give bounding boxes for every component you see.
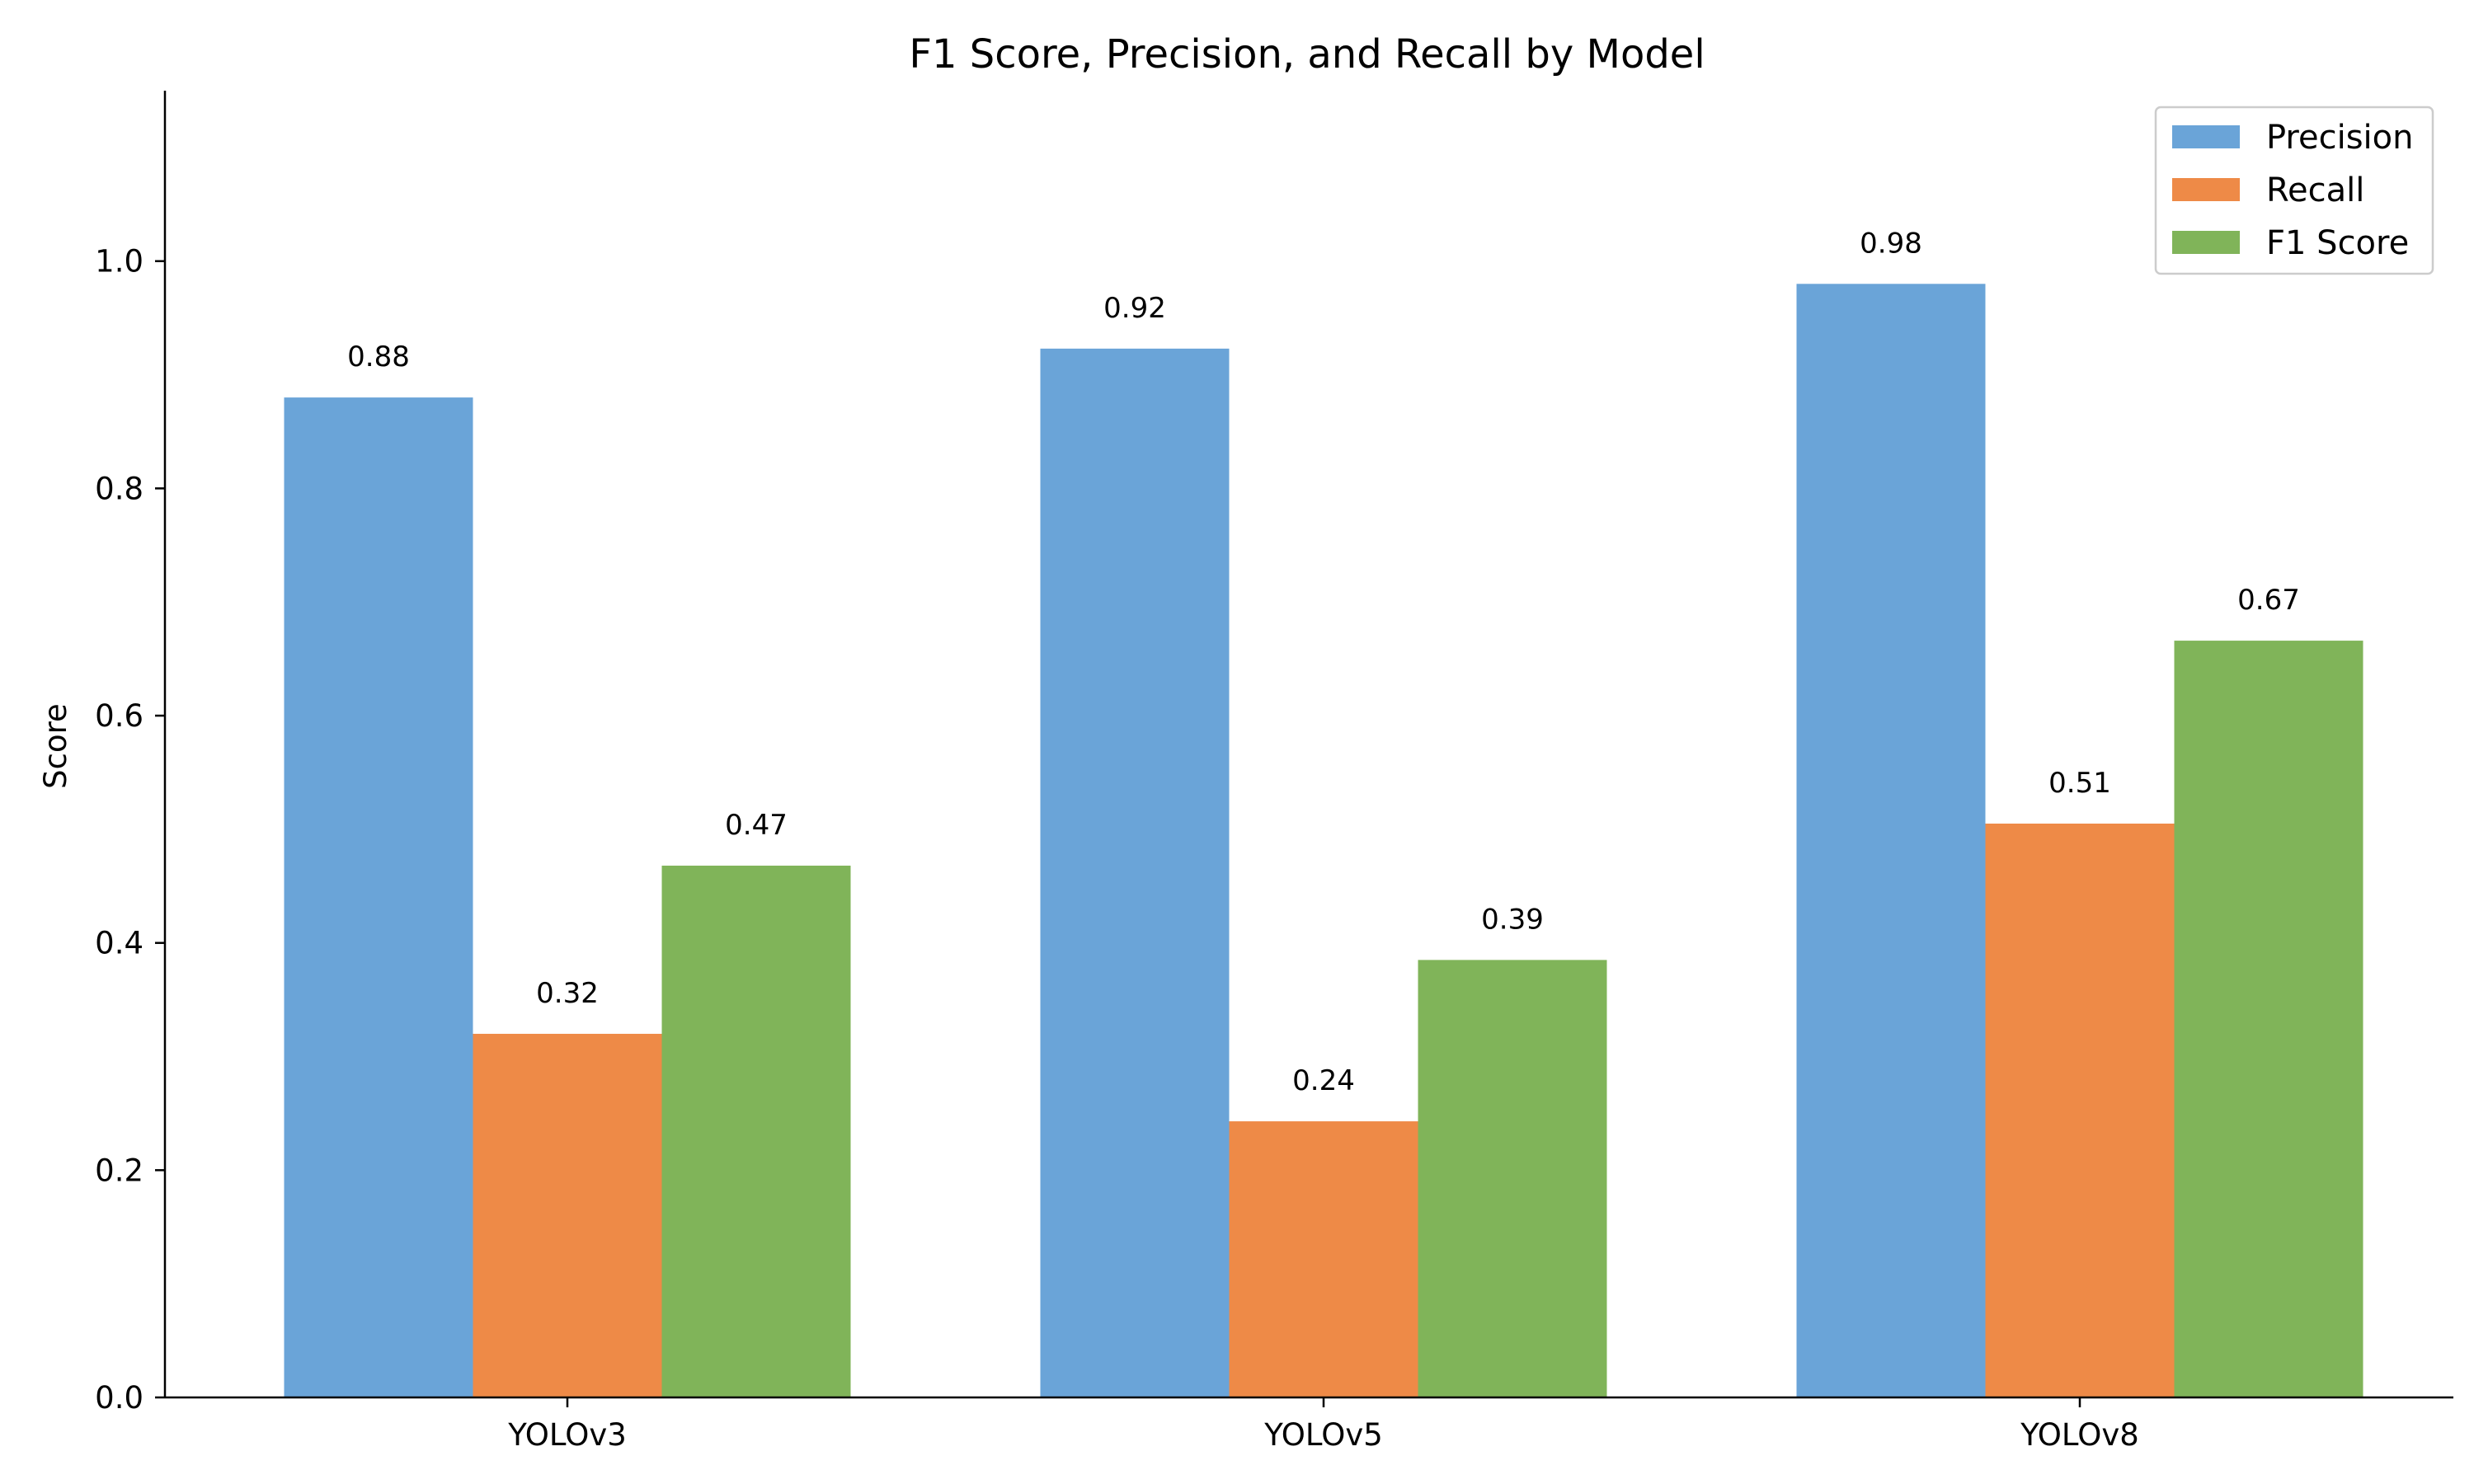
bar-f1-score-yolov3 — [661, 865, 851, 1397]
y-tick-label: 1.0 — [95, 244, 143, 279]
bar-precision-yolov3 — [284, 397, 473, 1398]
y-tick-label: 0.0 — [95, 1380, 143, 1416]
legend-swatch-recall — [2172, 178, 2240, 201]
legend-items: Precision Recall F1 Score — [2172, 119, 2413, 262]
y-axis-label: Score — [38, 703, 73, 789]
value-label-recall-yolov5: 0.24 — [1292, 1064, 1355, 1097]
value-labels-layer: 0.88 0.32 0.47 0.92 0.24 0.39 0.98 0.51 0.67 — [347, 227, 2300, 1097]
y-ticks: 0.0 0.2 0.4 0.6 0.8 1.0 — [95, 244, 165, 1416]
chart-title: F1 Score, Precision, and Recall by Model — [909, 31, 1705, 77]
value-label-f1-score-yolov8: 0.67 — [2237, 584, 2300, 617]
value-label-precision-yolov8: 0.98 — [1860, 227, 1922, 260]
legend-swatch-precision — [2172, 125, 2240, 148]
legend-label-f1-score: F1 Score — [2266, 224, 2409, 262]
bar-precision-yolov8 — [1796, 284, 1986, 1398]
bars-layer — [284, 284, 2363, 1398]
value-label-f1-score-yolov3: 0.47 — [725, 809, 788, 842]
bar-recall-yolov5 — [1229, 1121, 1418, 1397]
bar-recall-yolov3 — [473, 1033, 662, 1397]
value-label-f1-score-yolov5: 0.39 — [1481, 903, 1544, 936]
bar-f1-score-yolov8 — [2174, 641, 2363, 1397]
value-label-recall-yolov3: 0.32 — [536, 977, 599, 1010]
value-label-precision-yolov3: 0.88 — [347, 340, 410, 373]
bar-recall-yolov8 — [1985, 823, 2175, 1397]
legend-swatch-f1-score — [2172, 231, 2240, 254]
axes-layer — [163, 91, 2453, 1399]
bar-f1-score-yolov5 — [1418, 960, 1607, 1397]
y-tick-label: 0.4 — [95, 926, 143, 961]
y-tick-label: 0.2 — [95, 1153, 143, 1188]
x-tick-label-yolov3: YOLOv3 — [507, 1417, 627, 1453]
x-tick-label-yolov5: YOLOv5 — [1263, 1417, 1383, 1453]
x-ticks: YOLOv3 YOLOv5 YOLOv8 — [507, 1397, 2139, 1453]
legend-label-recall: Recall — [2266, 171, 2364, 209]
y-tick-label: 0.6 — [95, 698, 143, 734]
value-label-precision-yolov5: 0.92 — [1103, 292, 1166, 325]
value-label-recall-yolov8: 0.51 — [2048, 767, 2111, 800]
y-tick-label: 0.8 — [95, 471, 143, 506]
legend: Precision Recall F1 Score — [2154, 106, 2434, 275]
bar-precision-yolov5 — [1040, 348, 1230, 1397]
legend-label-precision: Precision — [2266, 119, 2413, 157]
x-tick-label-yolov8: YOLOv8 — [2020, 1417, 2139, 1453]
